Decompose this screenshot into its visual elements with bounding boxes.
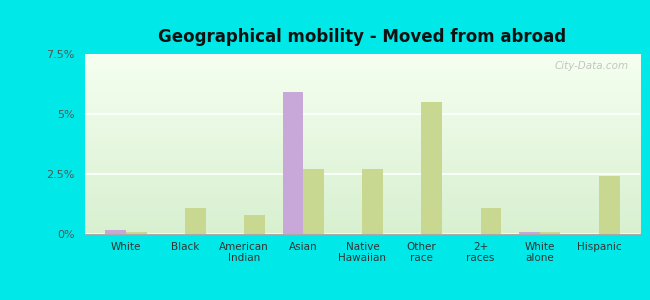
Title: Geographical mobility - Moved from abroad: Geographical mobility - Moved from abroa… xyxy=(159,28,566,46)
Bar xyxy=(519,232,540,234)
Bar xyxy=(540,232,560,234)
Bar xyxy=(599,176,619,234)
Bar xyxy=(283,92,304,234)
Bar xyxy=(304,169,324,234)
Bar xyxy=(244,215,265,234)
Bar xyxy=(126,232,147,234)
Bar xyxy=(185,208,205,234)
Bar xyxy=(421,102,442,234)
Bar xyxy=(105,230,126,234)
Text: City-Data.com: City-Data.com xyxy=(555,61,629,71)
Bar xyxy=(363,169,383,234)
Bar xyxy=(480,208,501,234)
